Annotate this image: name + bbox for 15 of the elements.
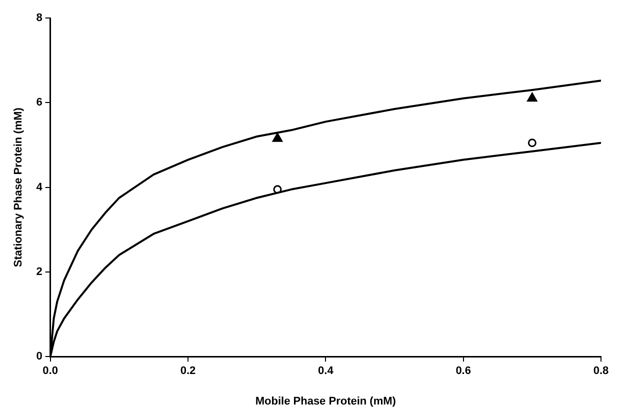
y-axis-title: Stationary Phase Protein (mM)	[12, 107, 25, 268]
x-tick-label: 0.2	[180, 365, 196, 378]
x-tick-label: 0.4	[318, 365, 334, 378]
point	[272, 132, 283, 142]
point	[528, 138, 536, 148]
y-tick-label: 8	[36, 12, 42, 24]
x-tick-label: 0.6	[456, 365, 471, 378]
y-tick-label: 6	[36, 96, 42, 109]
x-axis-title: Mobile Phase Protein (mM)	[255, 395, 396, 408]
point	[527, 92, 538, 102]
y-tick-label: 2	[36, 266, 42, 278]
x-tick-label: 0.0	[42, 365, 58, 378]
x-tick-label: 0.8	[593, 365, 609, 378]
y-tick-label: 0	[36, 350, 42, 363]
y-tick-label: 4	[36, 181, 44, 194]
